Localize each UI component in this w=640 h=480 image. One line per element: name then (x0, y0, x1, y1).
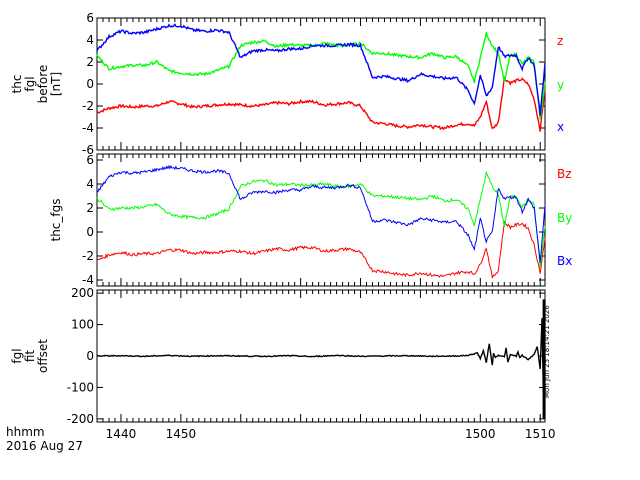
series-line-z (96, 75, 546, 132)
panel-fgl-fit-offset: 200 100 0 -100 -200 1440 1450 1500 1510 fgl fit… (10, 286, 555, 441)
y-tick-label: 0 (86, 349, 94, 363)
panel-frame (96, 17, 546, 151)
y-axis-label-line: fgl (10, 348, 24, 363)
y-tick-label: -2 (82, 249, 94, 263)
y-tick-label: 0 (86, 77, 94, 91)
y-ticks: 200 100 0 -100 -200 (67, 286, 545, 426)
y-tick-label: -200 (67, 412, 94, 426)
y-axis-label-line: [nT] (49, 72, 63, 96)
data-traces (96, 299, 546, 420)
legend-entry-by: By (557, 211, 572, 225)
y-tick-label: 100 (71, 318, 94, 332)
y-tick-label: -4 (82, 273, 94, 287)
y-tick-label: 0 (86, 225, 94, 239)
legend-entry-x: x (557, 120, 564, 134)
x-ticks: 1440 1450 1500 1510 (106, 427, 556, 441)
x-tick-label: 1440 (106, 427, 137, 441)
data-traces (96, 164, 546, 279)
y-tick-label: -6 (82, 143, 94, 157)
timestamp-label: Mon Jun 25 18:14:21 2026 (543, 305, 551, 398)
y-tick-label: 2 (86, 201, 94, 215)
series-line-x (96, 23, 546, 116)
y-ticks: 6 4 2 0 -2 -4 -6 (82, 11, 545, 157)
x-axis-format-label: hhmm (6, 425, 45, 439)
y-axis-label-line: fit (23, 350, 37, 363)
legend-entry-bx: Bx (557, 254, 572, 268)
y-tick-label: 6 (86, 153, 94, 167)
dense-data-bar (542, 299, 546, 419)
y-tick-label: -100 (67, 380, 94, 394)
y-axis-label-line: offset (36, 339, 50, 373)
data-traces (96, 23, 546, 132)
series-line-y (96, 32, 546, 120)
x-tick-label: 1510 (525, 427, 556, 441)
legend-entry-z: z (557, 34, 563, 48)
y-tick-label: -2 (82, 99, 94, 113)
date-label: 2016 Aug 27 (6, 439, 83, 453)
y-axis-label-line: thc (10, 75, 24, 94)
series-line-by (96, 171, 546, 269)
y-axis-label-line: before (36, 65, 50, 104)
y-tick-label: 4 (86, 177, 94, 191)
panel-thc-fgs: 6 4 2 0 -2 -4 thc_fgs Bz By Bx (49, 153, 572, 287)
y-ticks: 6 4 2 0 -2 -4 (82, 153, 545, 287)
y-axis-label-line: fgl (23, 76, 37, 91)
y-tick-label: 6 (86, 11, 94, 25)
legend-entry-y: y (557, 78, 564, 92)
series-line-bx (96, 164, 546, 263)
x-tick-label: 1500 (465, 427, 496, 441)
series-line-offset (96, 318, 546, 420)
panel-fgl-before: 6 4 2 0 -2 -4 -6 thc fgl before [nT] z y x (10, 11, 564, 157)
y-axis-label: thc_fgs (49, 198, 63, 241)
y-tick-label: 200 (71, 286, 94, 300)
y-tick-label: 2 (86, 55, 94, 69)
panel-frame (96, 153, 546, 287)
x-tick-label: 1450 (166, 427, 197, 441)
series-line-bz (96, 221, 546, 279)
y-tick-label: -4 (82, 121, 94, 135)
y-tick-label: 4 (86, 33, 94, 47)
legend-entry-bz: Bz (557, 167, 572, 181)
